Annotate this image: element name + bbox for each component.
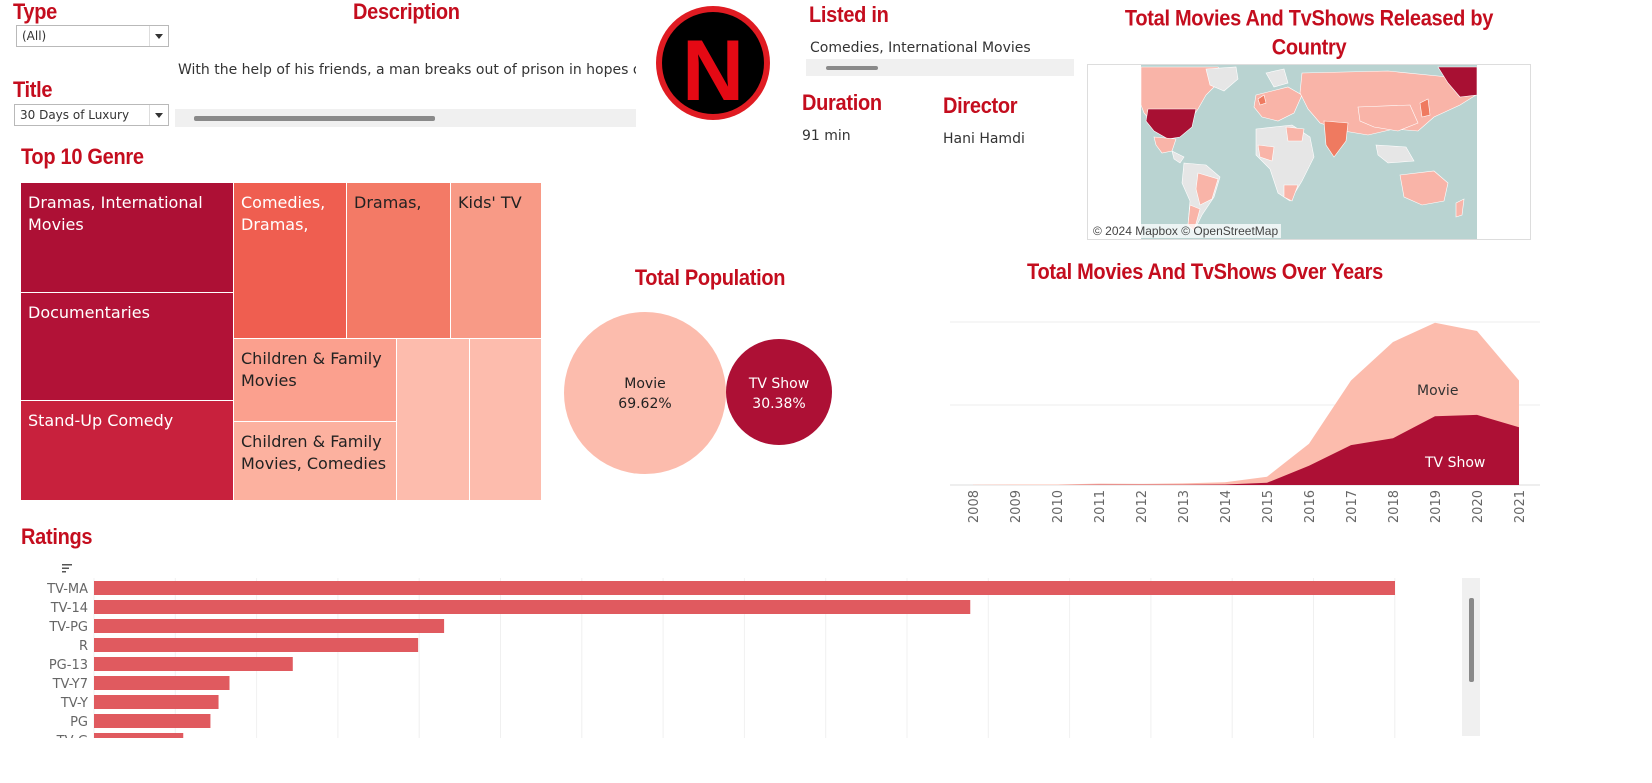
x-tick-label: 2021 bbox=[1513, 490, 1528, 523]
description-scrollbar[interactable] bbox=[175, 109, 636, 127]
rating-label: TV-MA bbox=[46, 582, 88, 597]
area-series-tv-show[interactable] bbox=[973, 414, 1519, 485]
treemap-tile-8[interactable] bbox=[397, 339, 470, 501]
ratings-bar-chart: TV-MA TV-14 TV-PG R PG-13 TV-Y7 TV-Y PG TV-G bbox=[46, 578, 1396, 738]
rating-label: R bbox=[79, 639, 88, 654]
x-tick-label: 2017 bbox=[1345, 490, 1360, 523]
title-dropdown-value: 30 Days of Luxury bbox=[20, 108, 130, 122]
x-tick-label: 2014 bbox=[1219, 490, 1234, 523]
world-map[interactable]: © 2024 Mapbox © OpenStreetMap bbox=[1087, 64, 1531, 240]
duration-value: 91 min bbox=[802, 128, 851, 144]
type-dropdown-value: (All) bbox=[22, 29, 47, 43]
population-title: Total Population bbox=[634, 266, 786, 291]
tvshow-bubble-label: TV Show 30.38% bbox=[748, 376, 810, 412]
genre-treemap: Dramas, International Movies Documentari… bbox=[21, 183, 542, 501]
ratings-title: Ratings bbox=[21, 525, 93, 550]
rating-bar[interactable] bbox=[94, 733, 184, 738]
logo-letter: N bbox=[682, 23, 744, 119]
treemap-tile-4[interactable]: Dramas, bbox=[347, 183, 451, 339]
description-scrollbar-thumb[interactable] bbox=[194, 116, 435, 121]
rating-bar[interactable] bbox=[94, 676, 230, 690]
rating-label: PG-13 bbox=[49, 658, 88, 673]
treemap-title: Top 10 Genre bbox=[21, 145, 144, 170]
treemap-tile-9[interactable] bbox=[470, 339, 542, 501]
listed-in-label: Listed in bbox=[809, 3, 889, 28]
x-tick-label: 2010 bbox=[1051, 490, 1066, 523]
treemap-tile-3[interactable]: Comedies, Dramas, bbox=[234, 183, 347, 339]
series-label-tvshow: TV Show bbox=[1424, 455, 1485, 471]
tvshow-bubble[interactable] bbox=[726, 339, 832, 445]
map-attribution: © 2024 Mapbox © OpenStreetMap bbox=[1090, 224, 1282, 238]
ratings-scrollbar-thumb[interactable] bbox=[1469, 598, 1474, 682]
rating-bar[interactable] bbox=[94, 581, 1395, 595]
x-tick-label: 2011 bbox=[1093, 490, 1108, 523]
netflix-logo: N bbox=[656, 6, 770, 120]
director-label: Director bbox=[943, 94, 1018, 119]
rating-bar[interactable] bbox=[94, 657, 293, 671]
map-title: Total Movies And TvShows Released by Cou… bbox=[1124, 6, 1494, 60]
treemap-tile-1[interactable]: Documentaries bbox=[21, 293, 234, 401]
x-tick-label: 2013 bbox=[1177, 490, 1192, 523]
area-chart: Movie TV Show 2008 2009 2010 2011 2012 2013 2014… bbox=[950, 321, 1540, 523]
ratings-scrollbar[interactable] bbox=[1462, 578, 1480, 736]
x-tick-label: 2020 bbox=[1471, 490, 1486, 523]
title-dropdown[interactable]: 30 Days of Luxury bbox=[14, 104, 169, 126]
movie-bubble-label: Movie 69.62% bbox=[618, 376, 672, 412]
rating-label: TV-14 bbox=[50, 601, 88, 616]
director-value: Hani Hamdi bbox=[943, 131, 1025, 147]
listed-in-scrollbar[interactable] bbox=[806, 59, 1074, 76]
type-dropdown[interactable]: (All) bbox=[16, 25, 169, 47]
type-filter-label: Type bbox=[13, 0, 57, 25]
rating-label: TV-PG bbox=[48, 620, 88, 635]
treemap-tile-0[interactable]: Dramas, International Movies bbox=[21, 183, 234, 293]
rating-bar[interactable] bbox=[94, 695, 219, 709]
description-text-box: With the help of his friends, a man brea… bbox=[178, 62, 636, 78]
listed-in-value: Comedies, International Movies bbox=[810, 40, 1031, 56]
chevron-down-icon[interactable] bbox=[149, 26, 168, 46]
x-tick-label: 2008 bbox=[967, 490, 982, 523]
treemap-tile-2[interactable]: Stand-Up Comedy bbox=[21, 401, 234, 501]
rating-label: PG bbox=[70, 715, 88, 730]
rating-bar[interactable] bbox=[94, 638, 419, 652]
treemap-tile-7[interactable]: Children & Family Movies, Comedies bbox=[234, 422, 397, 501]
rating-label: TV-Y bbox=[60, 696, 88, 711]
x-tick-label: 2019 bbox=[1429, 490, 1444, 523]
rating-bar[interactable] bbox=[94, 714, 211, 728]
listed-in-scrollbar-thumb[interactable] bbox=[826, 66, 878, 70]
title-filter-label: Title bbox=[13, 78, 53, 103]
description-text: With the help of his friends, a man brea… bbox=[178, 62, 636, 78]
duration-label: Duration bbox=[802, 91, 882, 116]
x-tick-label: 2016 bbox=[1303, 490, 1318, 523]
world-map-svg bbox=[1140, 65, 1478, 239]
rating-bar[interactable] bbox=[94, 600, 971, 614]
treemap-tile-5[interactable]: Kids' TV bbox=[451, 183, 542, 339]
rating-label: TV-Y7 bbox=[52, 677, 88, 692]
description-label: Description bbox=[353, 0, 460, 25]
x-tick-label: 2012 bbox=[1135, 490, 1150, 523]
chevron-down-icon[interactable] bbox=[149, 105, 168, 125]
x-tick-label: 2009 bbox=[1009, 490, 1024, 523]
treemap-tile-6[interactable]: Children & Family Movies bbox=[234, 339, 397, 422]
x-tick-label: 2015 bbox=[1261, 490, 1276, 523]
sort-icon[interactable] bbox=[62, 564, 74, 574]
area-chart-title: Total Movies And TvShows Over Years bbox=[1027, 260, 1383, 285]
movie-bubble[interactable] bbox=[564, 312, 726, 474]
series-label-movie: Movie bbox=[1417, 383, 1458, 399]
rating-label: TV-G bbox=[56, 734, 88, 738]
rating-bar[interactable] bbox=[94, 619, 445, 633]
x-tick-label: 2018 bbox=[1387, 490, 1402, 523]
